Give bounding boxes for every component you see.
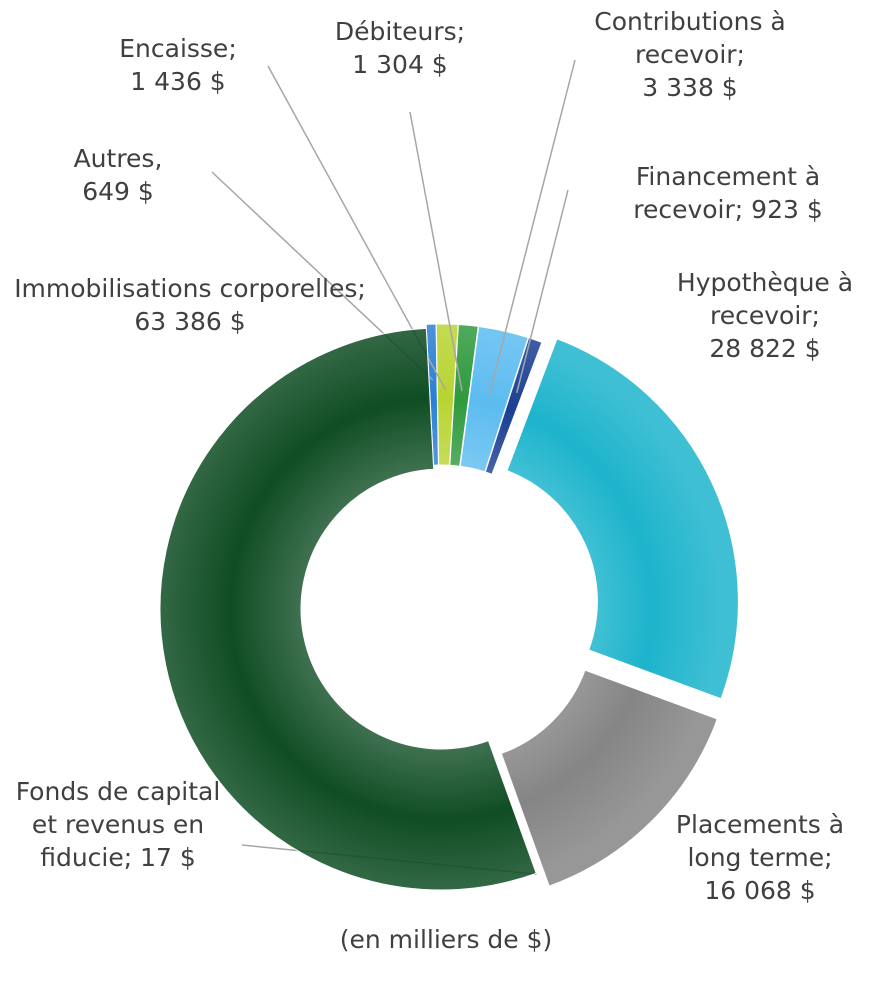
slice-label: Hypothèque à recevoir; 28 822 $ — [670, 266, 860, 365]
category-label: Immobilisations corporelles; — [14, 274, 366, 303]
value-label: 1 436 $ — [130, 67, 226, 96]
slice-label: Fonds de capital et revenus en fiducie; … — [11, 775, 226, 874]
value-label: 649 $ — [82, 177, 154, 206]
value-label: 16 068 $ — [704, 876, 816, 905]
donut-slice — [506, 338, 739, 700]
category-label: Hypothèque à recevoir; — [676, 268, 854, 330]
slice-label: Débiteurs; 1 304 $ — [305, 15, 495, 81]
value-label: 1 304 $ — [352, 50, 448, 79]
slice-label: Placements à long terme; 16 068 $ — [655, 808, 865, 907]
value-label: 3 338 $ — [642, 73, 738, 102]
category-label: Financement à recevoir; — [633, 162, 821, 224]
value-label: 17 $ — [140, 843, 196, 872]
donut-slice — [500, 669, 718, 887]
category-label: Encaisse; — [119, 34, 237, 63]
value-label: 28 822 $ — [709, 334, 821, 363]
category-label: Placements à long terme; — [675, 810, 845, 872]
value-label: 63 386 $ — [134, 307, 246, 336]
donut-slice — [159, 327, 537, 891]
slice-label: Autres, 649 $ — [53, 142, 183, 208]
leader-line — [488, 59, 576, 396]
slice-label: Encaisse; 1 436 $ — [93, 32, 263, 98]
slice-label: Contributions à recevoir; 3 338 $ — [585, 5, 795, 104]
slice-label: Immobilisations corporelles; 63 386 $ — [10, 272, 370, 338]
donut-slice — [484, 337, 543, 475]
value-label: 923 $ — [751, 195, 823, 224]
leader-line — [409, 111, 463, 392]
caption: (en milliers de $) — [339, 925, 553, 954]
slice-label: Financement à recevoir; 923 $ — [603, 160, 853, 226]
leader-line — [516, 189, 569, 394]
category-label: Débiteurs; — [334, 17, 466, 46]
category-label: Autres, — [73, 144, 163, 173]
category-label: Fonds de capital et revenus en fiducie; — [15, 777, 221, 872]
category-label: Contributions à recevoir; — [594, 7, 786, 69]
